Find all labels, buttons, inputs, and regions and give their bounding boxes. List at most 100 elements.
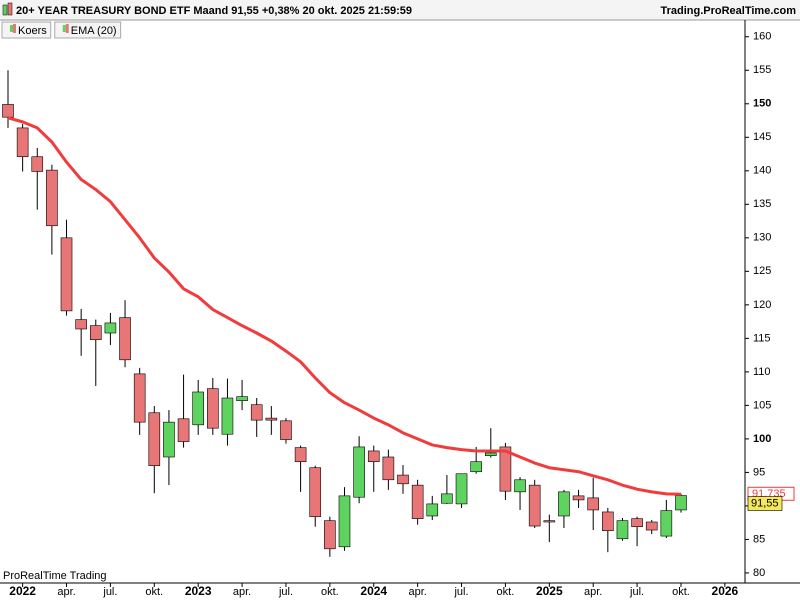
y-tick-label: 130 [753,232,771,244]
candle-body [397,474,409,485]
y-tick-label: 160 [753,31,771,43]
y-tick-label: 80 [753,567,765,579]
candle-body [280,420,292,440]
price-marker-label: 91,55 [751,497,779,509]
x-tick-label: okt. [321,586,339,598]
candle-body [221,397,234,435]
candle-body [484,452,497,456]
legend-icon [65,24,69,33]
candle-body [133,373,146,423]
candle-body [294,447,307,462]
y-tick-label: 140 [753,165,771,177]
candle-body [192,391,204,426]
legend-box [54,21,122,39]
candle-body [499,446,512,492]
ema-line [7,116,682,496]
candle-body [470,461,482,473]
y-tick-label: 150 [753,98,771,110]
candle-body [353,446,365,498]
y-tick-label: 155 [753,64,771,76]
y-tick-label: 110 [753,366,771,378]
x-tick-label: 2024 [360,584,387,598]
header-bar [0,0,800,20]
x-tick-label: apr. [57,586,75,598]
candle-body [207,388,219,429]
candle-body [455,473,468,505]
candle-body [250,404,263,421]
x-tick-label: jul. [278,586,293,598]
candle-body [265,417,278,421]
candle-body [31,156,44,172]
candle-body [660,510,673,537]
header-icon [2,4,8,16]
legend: Koers EMA (20) [1,21,122,39]
candle-body [104,322,117,334]
x-tick-label: 2026 [712,584,739,598]
legend-label: EMA (20) [71,25,117,37]
candle-body [119,317,131,361]
candle-body [528,484,541,527]
candle-body [16,127,29,158]
legend-icon [62,25,66,32]
chart-title: 20+ YEAR TREASURY BOND ETF Maand 91,55 +… [16,5,412,17]
candle-body [426,503,439,517]
candle-body [309,467,322,517]
y-tick-label: 95 [753,466,765,478]
candle-body [148,412,161,467]
candle-body [602,511,614,532]
candle-body [236,396,248,401]
candle-body [675,495,687,511]
candle-body [645,521,658,531]
y-tick-label: 125 [753,265,771,277]
x-tick-label: jul. [102,586,117,598]
y-tick-label: 145 [753,131,771,143]
y-tick-label: 115 [753,332,771,344]
candle-body [382,456,395,481]
candle-body [572,495,585,501]
price-marker [747,496,783,511]
candle-body [367,450,380,462]
candle-body [441,493,453,504]
candle-body [338,495,351,548]
x-tick-label: jul. [453,586,468,598]
x-tick-label: apr. [233,586,251,598]
candle-body [89,325,102,341]
x-tick-label: 2022 [9,584,36,598]
legend-icon [13,24,16,33]
candle-body [75,319,87,330]
candle-body [60,237,73,312]
legend-item: EMA (20) [54,21,122,39]
candle-body [163,421,175,458]
candle-body [2,104,14,118]
x-tick-label: okt. [145,586,163,598]
x-tick-label: apr. [584,586,602,598]
legend-label: Koers [18,25,47,37]
y-tick-label: 135 [753,198,771,210]
source: Trading.ProRealTime.com [660,5,796,17]
x-tick-label: 2025 [536,584,563,598]
y-tick-label: 85 [753,533,765,545]
x-tick-label: 2023 [185,584,212,598]
candle-body [631,518,643,528]
candle-body [324,520,336,550]
candle-body [411,484,424,519]
y-tick-label: 100 [753,433,771,445]
legend-item: Koers [1,21,52,39]
x-tick-label: jul. [629,586,644,598]
x-tick-label: okt. [497,586,515,598]
candle-body [587,497,600,511]
x-tick-label: apr. [408,586,426,598]
y-tick-label: 120 [753,299,771,311]
candle-body [46,169,58,227]
footer: ProRealTime Trading [3,570,107,582]
legend-icon [10,25,13,32]
candle-body [558,491,570,517]
candle-body [514,479,526,493]
candle-body [616,520,629,540]
y-tick-label: 105 [753,399,771,411]
x-tick-label: okt. [672,586,690,598]
candle-body [177,418,190,442]
header-icon [7,2,13,16]
candle-body [543,520,556,523]
